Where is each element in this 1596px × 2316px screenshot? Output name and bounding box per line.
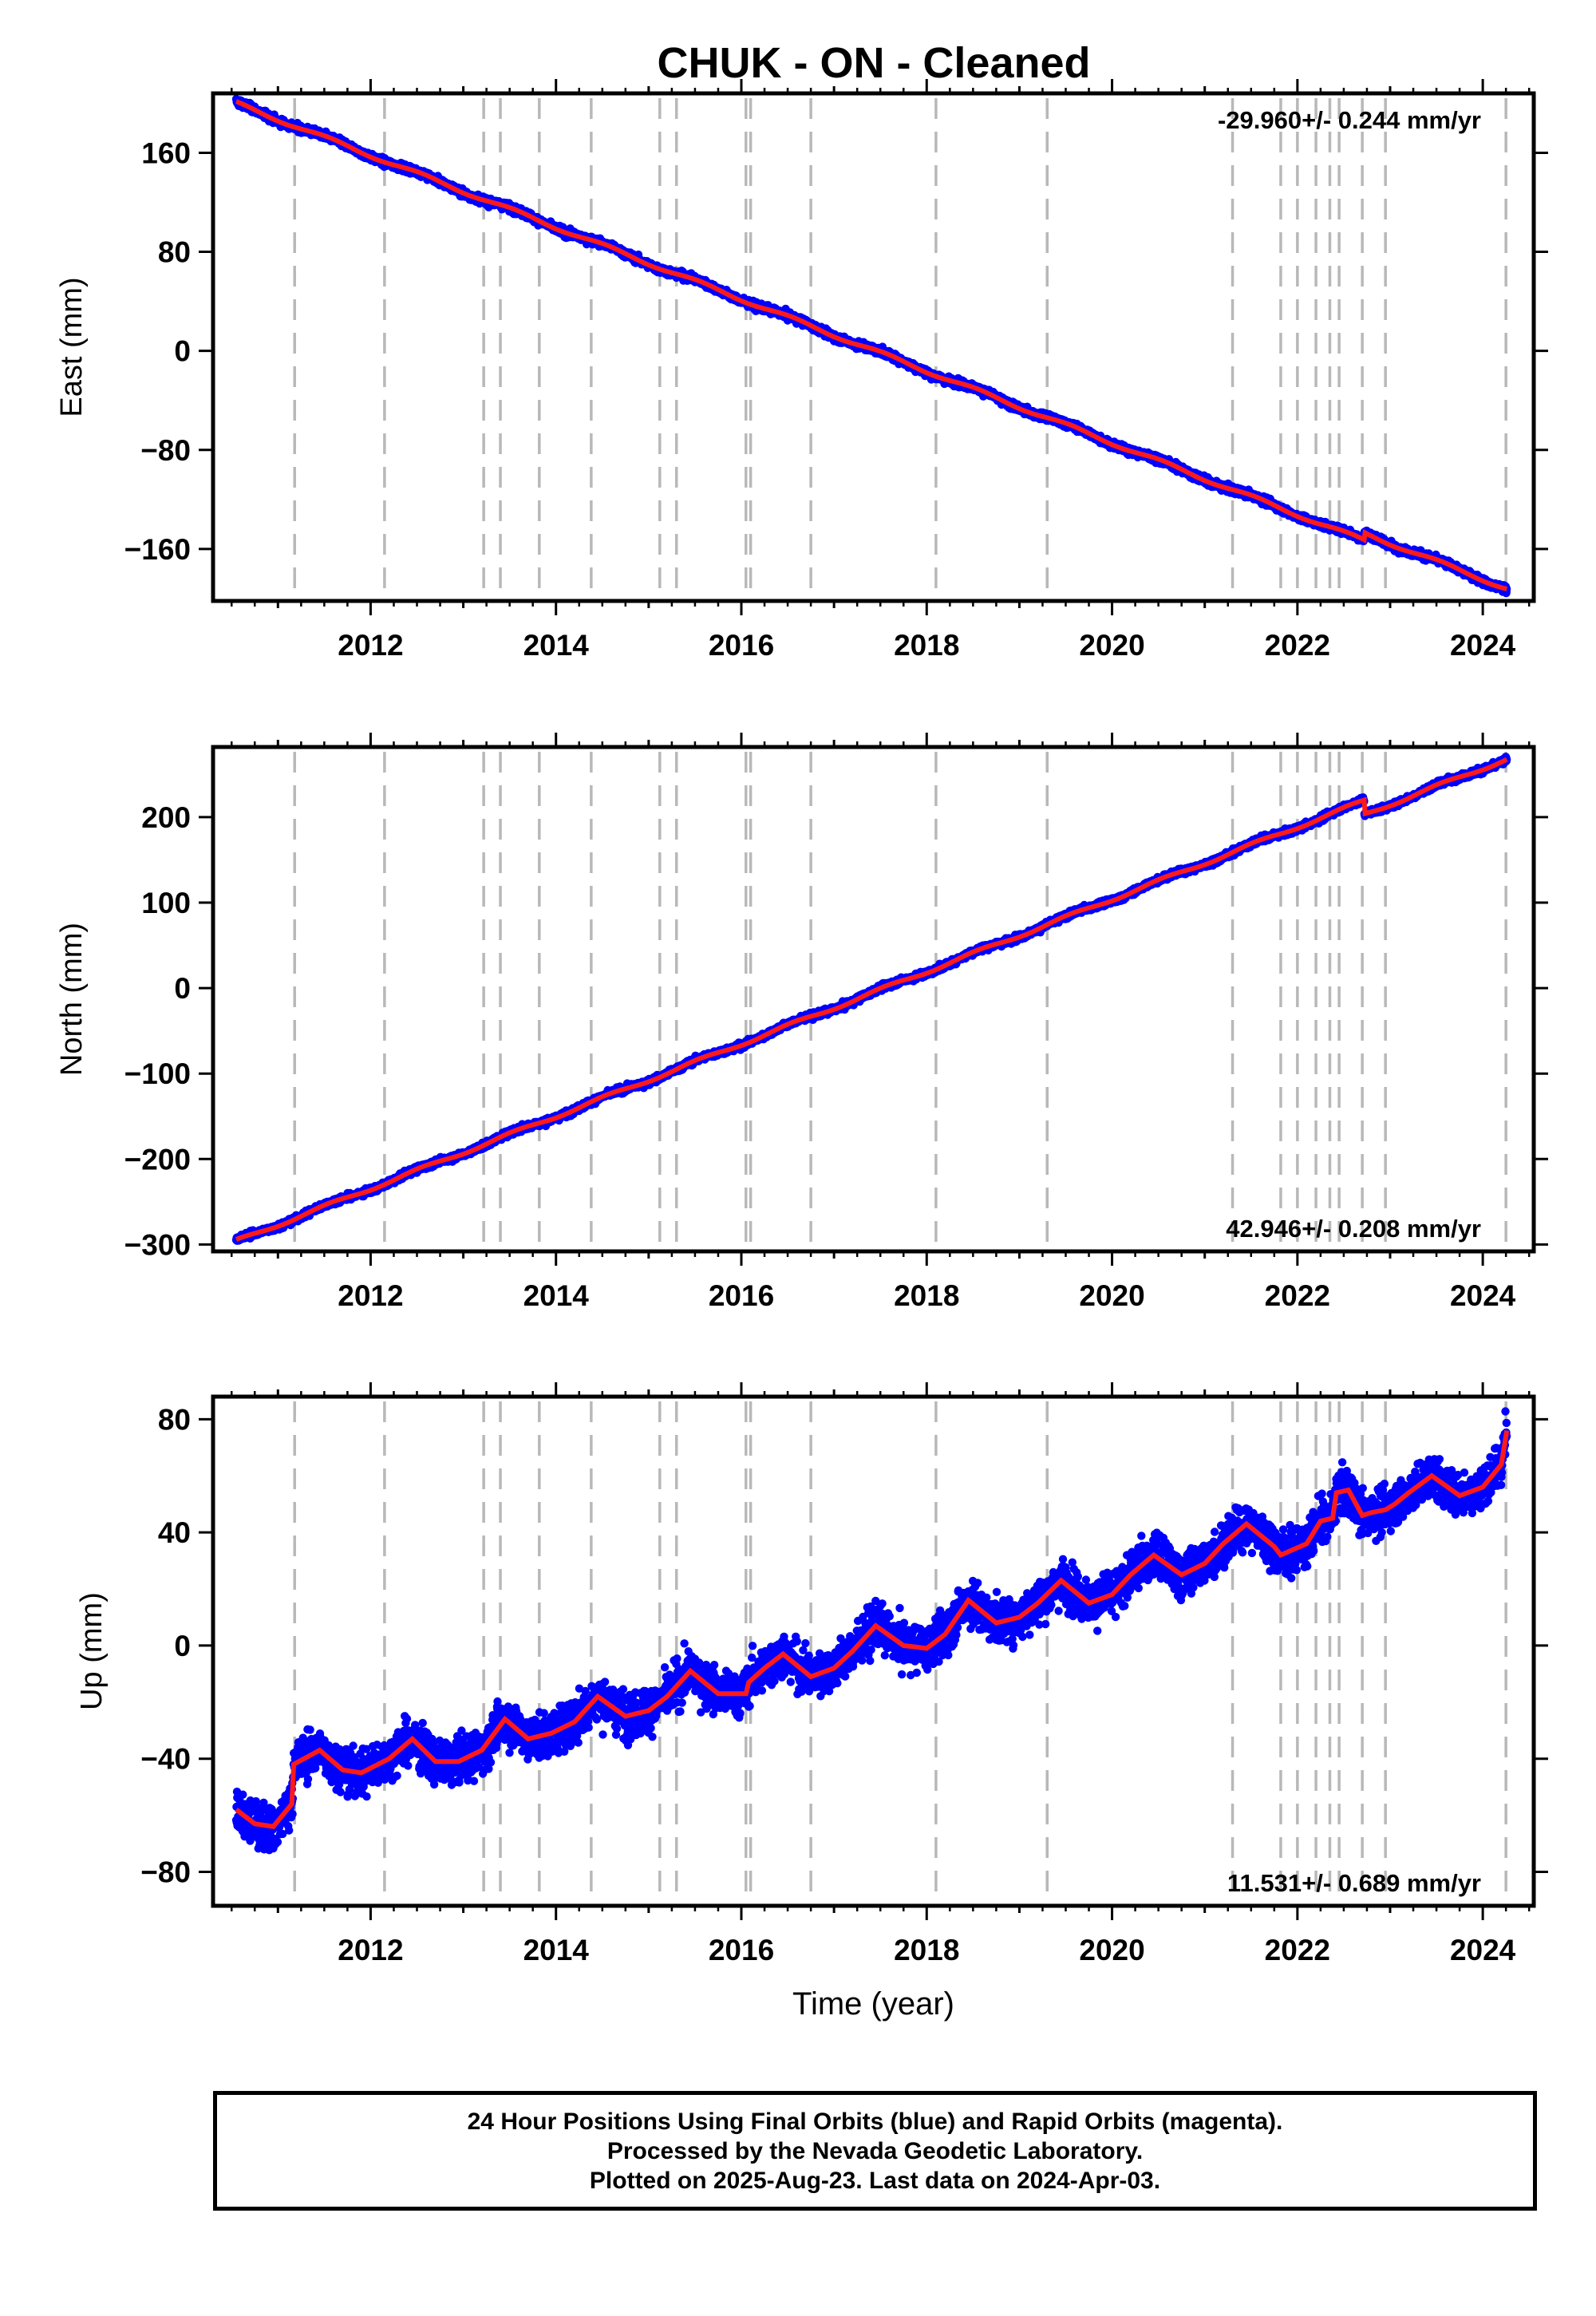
chart-title: CHUK - ON - Cleaned xyxy=(657,39,1090,87)
panel-east: 2012 2014 2016 2018 2020 2022 2024160800−80−16… xyxy=(55,79,1548,662)
